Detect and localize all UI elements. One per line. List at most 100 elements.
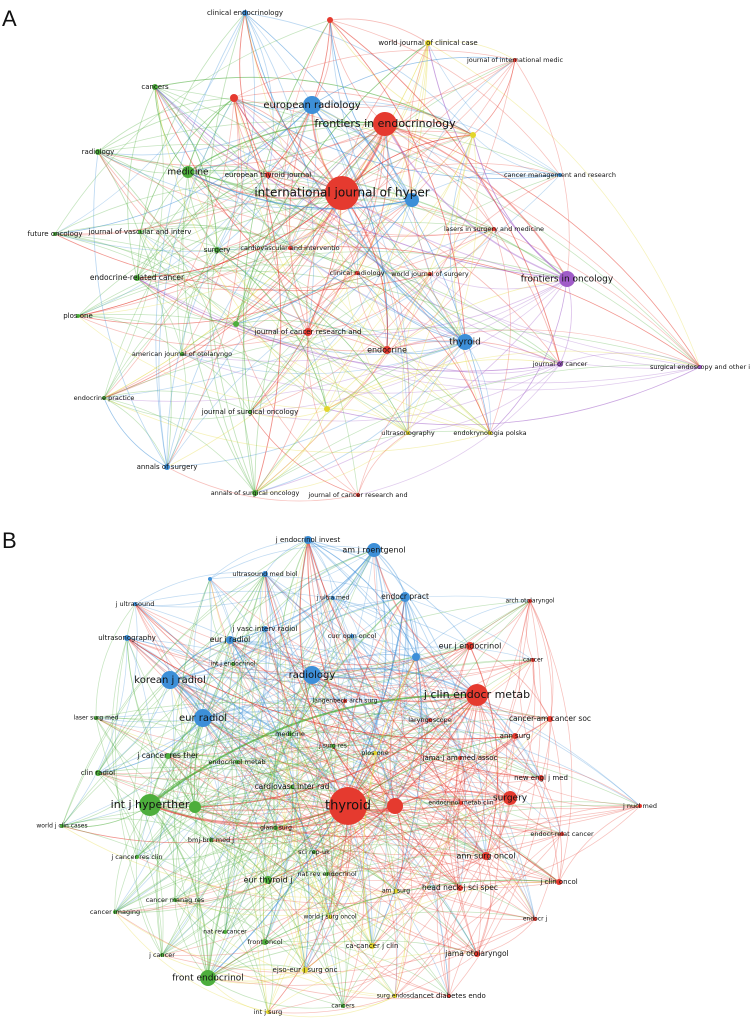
edge bbox=[307, 539, 462, 804]
node bbox=[290, 785, 294, 789]
edge bbox=[402, 273, 431, 434]
node-label: ann surg oncol bbox=[456, 852, 515, 861]
edge bbox=[264, 833, 563, 943]
edge bbox=[97, 151, 172, 468]
edge bbox=[407, 341, 466, 434]
node bbox=[512, 733, 518, 739]
edge bbox=[341, 192, 701, 368]
edge bbox=[411, 59, 516, 201]
edge bbox=[161, 628, 266, 956]
node bbox=[113, 910, 117, 914]
edge bbox=[166, 199, 413, 468]
edge bbox=[207, 918, 536, 986]
node bbox=[165, 753, 171, 759]
edge bbox=[313, 851, 373, 947]
node-label: eur j radiol bbox=[210, 635, 251, 644]
edge bbox=[311, 104, 410, 434]
edge bbox=[194, 731, 516, 808]
node-label: cancer-am cancer soc bbox=[509, 714, 591, 723]
node bbox=[560, 832, 564, 836]
edge bbox=[161, 549, 375, 956]
edge bbox=[229, 549, 375, 641]
edge bbox=[216, 104, 313, 251]
node-label: jama-j am med assoc bbox=[422, 754, 498, 762]
node-label: journal of cancer research and bbox=[307, 491, 407, 499]
node bbox=[466, 642, 474, 650]
edge bbox=[114, 804, 151, 913]
node-label: cancer imaging bbox=[90, 908, 140, 916]
edge bbox=[275, 694, 478, 829]
edge bbox=[114, 578, 212, 913]
edge bbox=[187, 171, 413, 210]
node-label: j nucl med bbox=[622, 802, 657, 810]
node bbox=[230, 94, 238, 102]
node bbox=[325, 176, 359, 210]
node bbox=[394, 889, 398, 893]
node bbox=[458, 756, 462, 760]
edge bbox=[249, 411, 359, 496]
edge bbox=[126, 637, 277, 829]
edge bbox=[136, 192, 343, 279]
edge bbox=[307, 539, 487, 857]
edge bbox=[242, 104, 313, 494]
edge bbox=[304, 596, 408, 971]
edge bbox=[167, 755, 462, 812]
edge bbox=[394, 735, 516, 807]
edge bbox=[224, 854, 487, 933]
edge bbox=[341, 134, 474, 194]
edge bbox=[464, 341, 491, 434]
edge bbox=[307, 539, 396, 807]
edge bbox=[114, 822, 563, 913]
edge bbox=[174, 805, 349, 901]
edge bbox=[169, 677, 542, 779]
edge bbox=[311, 674, 396, 807]
edge bbox=[202, 717, 334, 749]
edge bbox=[229, 639, 641, 807]
edge bbox=[340, 192, 409, 434]
edge bbox=[236, 645, 471, 763]
edge bbox=[559, 278, 572, 365]
edge bbox=[232, 549, 375, 665]
edge bbox=[235, 323, 466, 356]
edge bbox=[394, 890, 406, 997]
edge bbox=[114, 851, 315, 913]
edge bbox=[254, 430, 491, 494]
node bbox=[331, 596, 335, 600]
node bbox=[95, 149, 101, 155]
edge bbox=[103, 42, 429, 399]
edge bbox=[103, 397, 168, 468]
edge bbox=[169, 628, 266, 681]
edge bbox=[126, 637, 277, 829]
edge bbox=[97, 639, 231, 774]
edge bbox=[307, 199, 413, 333]
edge bbox=[267, 833, 563, 1013]
edge bbox=[161, 806, 198, 956]
node bbox=[303, 666, 321, 684]
node-label: radiology bbox=[289, 670, 336, 681]
edge bbox=[289, 597, 334, 735]
edge bbox=[257, 573, 331, 918]
edge bbox=[235, 42, 429, 325]
edge bbox=[357, 341, 466, 496]
edge bbox=[275, 827, 560, 888]
edge bbox=[126, 637, 315, 853]
edge bbox=[341, 42, 429, 194]
edge bbox=[472, 134, 561, 176]
edge bbox=[307, 272, 358, 333]
edge bbox=[173, 573, 266, 901]
edge bbox=[103, 397, 168, 468]
edge bbox=[126, 637, 196, 808]
edge bbox=[329, 19, 561, 365]
edge bbox=[384, 123, 495, 230]
edge bbox=[154, 86, 328, 410]
edge bbox=[207, 964, 306, 979]
edge bbox=[229, 639, 310, 971]
edge bbox=[233, 97, 561, 365]
panel-label: B bbox=[2, 528, 17, 553]
node-label: endocr j bbox=[523, 916, 548, 923]
edge bbox=[136, 277, 388, 352]
edge bbox=[216, 249, 409, 434]
node-label: j cancer res clin bbox=[110, 853, 162, 861]
edge bbox=[341, 192, 466, 343]
edge bbox=[210, 656, 417, 841]
